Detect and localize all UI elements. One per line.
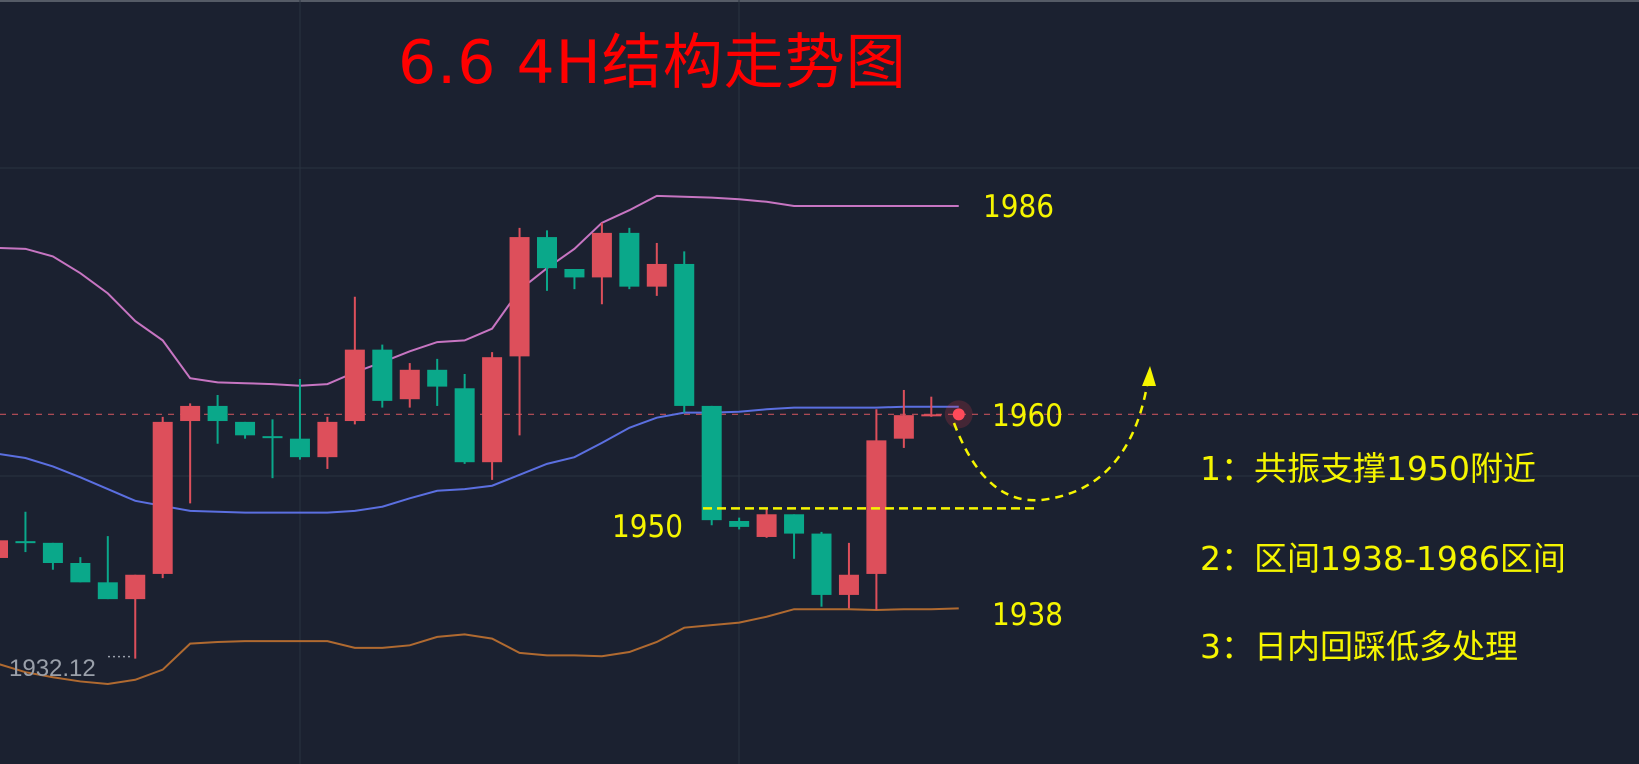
candle-up [646, 263, 667, 287]
candle-down [729, 521, 750, 527]
level-label-support: 1950 [612, 509, 683, 545]
upper-band-line [0, 194, 959, 387]
candle-down [262, 436, 283, 439]
candle-down [619, 232, 640, 287]
low-price-label: 1932.12 [9, 655, 96, 682]
candle-up [756, 514, 777, 537]
candle-up [152, 421, 173, 574]
candle-down [454, 388, 475, 463]
candle-down [372, 349, 393, 401]
candle-up [509, 237, 530, 357]
chart-title: 6.6 4H结构走势图 [398, 28, 907, 98]
annotation-1: 1：共振支撑1950附近 [1200, 449, 1536, 488]
arrow-head-icon [1142, 366, 1156, 386]
annotation-3: 3：日内回踩低多处理 [1200, 627, 1518, 666]
level-label-middle: 1960 [992, 398, 1063, 434]
candle-up [921, 414, 942, 417]
candle-down [537, 237, 557, 269]
annotation-2: 2：区间1938-1986区间 [1200, 539, 1566, 578]
top-border [0, 0, 1639, 2]
candle-up [893, 415, 914, 439]
candle-down [701, 405, 722, 521]
candle-up [0, 540, 8, 558]
candle-down [97, 582, 118, 600]
candle-down [42, 542, 63, 563]
candle-down [289, 438, 310, 458]
current-price-dot [952, 408, 965, 421]
candle-down [784, 514, 805, 534]
candle-down [427, 369, 448, 387]
candle-up [399, 369, 420, 400]
candle-up [591, 232, 612, 278]
candle-down [674, 263, 695, 406]
candle-down [70, 563, 91, 583]
lower-band-line [0, 607, 959, 685]
projection-arrow-path [952, 379, 1150, 502]
level-label-upper: 1986 [983, 189, 1054, 225]
candle-down [207, 405, 228, 422]
middle-band-line [0, 405, 959, 514]
candle-down [811, 533, 832, 595]
candle-down [235, 421, 256, 436]
level-label-lower: 1938 [992, 597, 1063, 633]
candle-up [344, 349, 365, 422]
candle-down [15, 541, 36, 544]
candle-up [180, 405, 201, 422]
candle-up [125, 574, 146, 600]
candle-up [317, 421, 338, 458]
candle-up [838, 574, 859, 595]
candle-up [482, 357, 503, 463]
candle-up [866, 440, 887, 574]
candle-down [564, 269, 585, 278]
